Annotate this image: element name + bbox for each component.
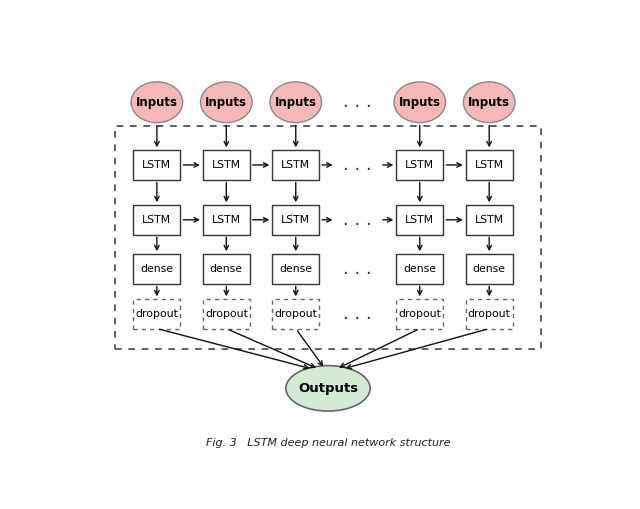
Ellipse shape bbox=[463, 82, 515, 123]
Bar bbox=[396, 150, 444, 180]
Ellipse shape bbox=[286, 365, 370, 411]
Bar bbox=[203, 205, 250, 235]
Text: LSTM: LSTM bbox=[212, 160, 241, 170]
Bar bbox=[396, 299, 444, 329]
Text: . . .: . . . bbox=[344, 305, 372, 323]
Text: LSTM: LSTM bbox=[281, 215, 310, 225]
Bar bbox=[133, 299, 180, 329]
Text: . . .: . . . bbox=[344, 211, 372, 229]
Text: . . .: . . . bbox=[344, 93, 372, 111]
Text: Inputs: Inputs bbox=[468, 96, 510, 109]
Bar bbox=[466, 299, 513, 329]
Bar bbox=[115, 126, 541, 349]
Bar bbox=[133, 150, 180, 180]
Bar bbox=[203, 150, 250, 180]
Text: LSTM: LSTM bbox=[142, 215, 172, 225]
Text: LSTM: LSTM bbox=[475, 215, 504, 225]
Bar bbox=[203, 299, 250, 329]
Text: . . .: . . . bbox=[344, 260, 372, 278]
Bar bbox=[203, 254, 250, 284]
Ellipse shape bbox=[270, 82, 321, 123]
Text: LSTM: LSTM bbox=[475, 160, 504, 170]
Text: LSTM: LSTM bbox=[281, 160, 310, 170]
Bar bbox=[466, 150, 513, 180]
Text: LSTM: LSTM bbox=[405, 215, 435, 225]
Bar bbox=[466, 254, 513, 284]
Text: LSTM: LSTM bbox=[212, 215, 241, 225]
Text: dense: dense bbox=[140, 264, 173, 274]
Bar bbox=[466, 205, 513, 235]
Text: dense: dense bbox=[473, 264, 506, 274]
Text: Inputs: Inputs bbox=[205, 96, 247, 109]
Text: . . .: . . . bbox=[344, 156, 372, 174]
Text: LSTM: LSTM bbox=[405, 160, 435, 170]
Bar bbox=[396, 254, 444, 284]
Bar bbox=[272, 254, 319, 284]
Text: Fig. 3   LSTM deep neural network structure: Fig. 3 LSTM deep neural network structur… bbox=[205, 438, 451, 448]
Text: Outputs: Outputs bbox=[298, 382, 358, 395]
Bar bbox=[272, 150, 319, 180]
Text: Inputs: Inputs bbox=[275, 96, 317, 109]
Bar bbox=[272, 299, 319, 329]
Text: dropout: dropout bbox=[275, 309, 317, 319]
Ellipse shape bbox=[394, 82, 445, 123]
Text: Inputs: Inputs bbox=[399, 96, 441, 109]
Text: dense: dense bbox=[279, 264, 312, 274]
Text: dropout: dropout bbox=[398, 309, 441, 319]
Text: Inputs: Inputs bbox=[136, 96, 178, 109]
Bar bbox=[272, 205, 319, 235]
Text: LSTM: LSTM bbox=[142, 160, 172, 170]
Text: dropout: dropout bbox=[468, 309, 511, 319]
Text: dropout: dropout bbox=[205, 309, 248, 319]
Text: dense: dense bbox=[403, 264, 436, 274]
Bar bbox=[133, 254, 180, 284]
Bar bbox=[396, 205, 444, 235]
Bar bbox=[133, 205, 180, 235]
Ellipse shape bbox=[131, 82, 182, 123]
Ellipse shape bbox=[200, 82, 252, 123]
Text: dropout: dropout bbox=[136, 309, 179, 319]
Text: dense: dense bbox=[210, 264, 243, 274]
